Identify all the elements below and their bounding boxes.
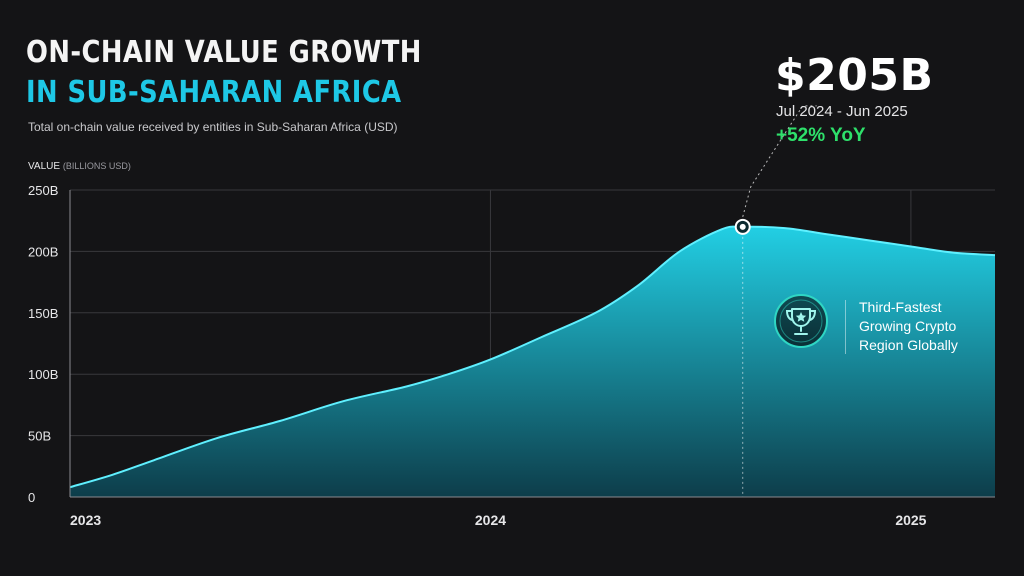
callout-value: $205B (775, 50, 934, 101)
ranking-badge: Third-Fastest Growing Crypto Region Glob… (772, 290, 992, 360)
x-tick-label: 2023 (70, 512, 101, 528)
y-tick-label: 0 (28, 490, 35, 505)
x-tick-label: 2025 (895, 512, 926, 528)
peak-annotation (734, 105, 817, 497)
y-axis-title: VALUE (BILLIONS USD) (28, 161, 131, 172)
y-tick-label: 200B (28, 244, 58, 259)
trophy-icon (774, 294, 828, 348)
badge-divider (845, 300, 846, 354)
chart-subtitle: Total on-chain value received by entitie… (28, 120, 398, 134)
y-tick-label: 50B (28, 429, 51, 444)
callout-change: +52% YoY (776, 125, 866, 146)
badge-line-3: Region Globally (859, 337, 958, 353)
y-axis-unit: (BILLIONS USD) (62, 161, 131, 171)
y-axis-label: VALUE (28, 161, 61, 172)
area-series-line (69, 225, 996, 489)
callout-period: Jul 2024 - Jun 2025 (776, 103, 908, 120)
area-series-fill (70, 226, 995, 497)
x-tick-label: 2024 (475, 512, 506, 528)
chart-title-line1: ON-CHAIN VALUE GROWTH (26, 35, 422, 70)
peak-marker-dot (739, 223, 746, 230)
y-tick-label: 100B (28, 367, 58, 382)
y-tick-label: 250B (28, 183, 58, 198)
badge-line-1: Third-Fastest (859, 299, 942, 315)
badge-text: Third-Fastest Growing Crypto Region Glob… (859, 298, 989, 355)
y-tick-label: 150B (28, 306, 58, 321)
badge-line-2: Growing Crypto (859, 318, 957, 334)
axes: 0 50B 100B 150B 200B 250B 2023 2024 2025 (28, 183, 995, 528)
callout-leader-line (742, 105, 817, 217)
chart-title-line2: IN SUB-SAHARAN AFRICA (26, 75, 402, 110)
